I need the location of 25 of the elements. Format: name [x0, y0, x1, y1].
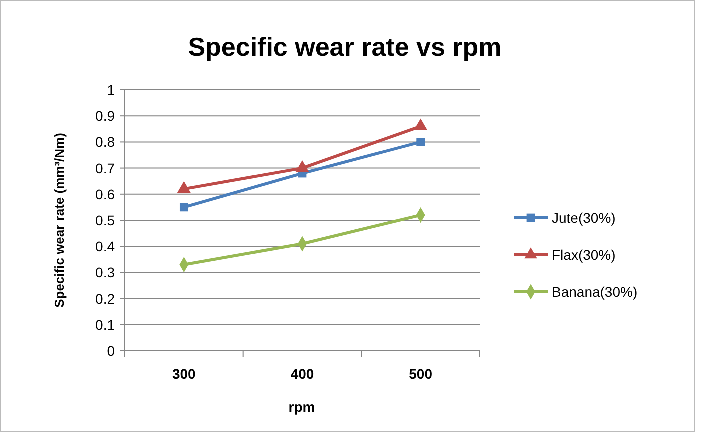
x-tick-label: 400 [290, 366, 314, 382]
y-tick-label: 1 [107, 82, 116, 98]
y-tick-label: 0.6 [96, 186, 116, 202]
legend-label: Jute(30%) [552, 210, 616, 226]
point [296, 160, 310, 172]
legend-label: Banana(30%) [552, 284, 638, 300]
y-tick-label: 0.4 [96, 238, 116, 255]
x-tick-label: 500 [409, 366, 433, 382]
y-tick-label: 0.2 [96, 290, 116, 307]
chart-title: Specific wear rate vs rpm [188, 32, 502, 62]
point [414, 118, 428, 130]
x-axis-title: rpm [288, 399, 316, 415]
y-tick-label: 0.7 [96, 160, 116, 176]
y-tick-label: 0.5 [96, 212, 116, 228]
legend-label: Flax(30%) [552, 247, 616, 263]
y-tick-label: 0.3 [96, 264, 116, 281]
point [177, 181, 191, 194]
y-tick-label: 0 [107, 343, 116, 359]
point [416, 138, 426, 146]
point [180, 203, 188, 212]
y-tick-label: 0.9 [96, 108, 116, 124]
y-axis-title: Specific wear rate (mm³/Nm) [52, 133, 67, 308]
x-tick-label: 300 [172, 366, 196, 382]
y-tick-label: 0.1 [96, 316, 116, 333]
y-tick-label: 0.8 [96, 134, 116, 150]
